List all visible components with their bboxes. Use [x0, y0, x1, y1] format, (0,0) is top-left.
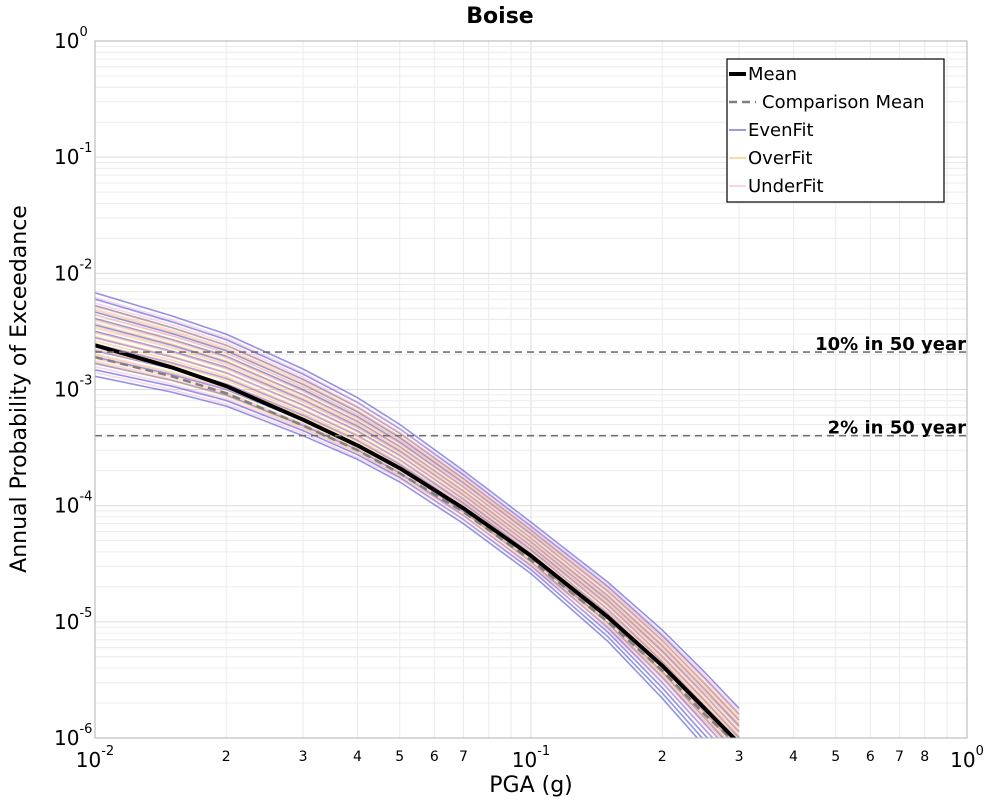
- series-line-evenfit: [95, 324, 740, 738]
- x-minor-tick-label: 6: [866, 749, 875, 765]
- series-line-overfit: [95, 361, 723, 738]
- series-line-overfit: [95, 327, 740, 731]
- x-minor-tick-label: 7: [459, 749, 468, 765]
- y-tick-label: 10-1: [54, 141, 92, 169]
- series-line-overfit: [95, 340, 739, 738]
- series-line-overfit: [95, 318, 740, 725]
- plot-frame: [94, 40, 968, 739]
- series-line-underfit: [95, 308, 740, 720]
- reference-line-label: 2% in 50 year: [828, 418, 966, 439]
- series-line-underfit: [95, 331, 740, 737]
- x-tick-label: 10-2: [76, 744, 114, 772]
- series-line-overfit: [95, 314, 740, 722]
- series-line-evenfit: [95, 369, 704, 738]
- series-line-mean: [95, 343, 737, 738]
- series-line-evenfit: [95, 330, 736, 738]
- legend-label: OverFit: [748, 148, 812, 169]
- series-line-overfit: [95, 331, 740, 735]
- series-line-underfit: [95, 319, 740, 728]
- y-tick-label: 10-5: [54, 606, 92, 634]
- y-tick-label: 10-4: [54, 490, 92, 518]
- reference-line-label: 10% in 50 year: [815, 334, 966, 355]
- series-line-underfit: [95, 325, 740, 732]
- series-line-underfit: [95, 365, 719, 738]
- legend-label: Mean: [748, 64, 797, 85]
- series-line-evenfit: [95, 298, 740, 715]
- series-line-underfit: [95, 302, 740, 716]
- x-minor-tick-label: 8: [920, 749, 929, 765]
- series-line-evenfit: [95, 362, 709, 738]
- x-axis-label: PGA (g): [489, 773, 573, 798]
- x-minor-tick-label: 3: [299, 749, 308, 765]
- series-line-overfit: [95, 305, 740, 715]
- y-tick-label: 10-2: [54, 257, 92, 285]
- series-line-evenfit: [95, 304, 740, 721]
- y-axis-ticks: 100 10-1 10-2 10-3 10-4 10-5 10-6: [54, 25, 92, 750]
- legend-box: [726, 58, 945, 203]
- y-tick-label: 10-3: [54, 374, 92, 402]
- y-tick-label: 100: [54, 25, 88, 53]
- x-tick-label: 10-1: [512, 744, 550, 772]
- x-minor-tick-label: 3: [735, 749, 744, 765]
- legend-label: Comparison Mean: [762, 92, 925, 113]
- legend-label: UnderFit: [748, 176, 824, 197]
- x-minor-tick-label: 4: [353, 749, 362, 765]
- chart-title: Boise: [466, 4, 533, 29]
- x-tick-label: 100: [950, 744, 984, 772]
- series-line-underfit: [95, 296, 740, 712]
- y-tick-label: 10-6: [54, 722, 92, 750]
- x-minor-tick-label: 2: [658, 749, 667, 765]
- series-line-overfit: [95, 309, 740, 719]
- series-layer: [95, 292, 740, 738]
- series-line-underfit: [95, 337, 739, 738]
- series-line-overfit: [95, 322, 740, 728]
- series-line-evenfit: [95, 292, 740, 709]
- x-minor-tick-label: 6: [430, 749, 439, 765]
- series-line-evenfit: [95, 375, 699, 738]
- x-minor-tick-label: 4: [789, 749, 798, 765]
- series-line-comparison-mean: [95, 355, 732, 738]
- x-minor-tick-label: 7: [895, 749, 904, 765]
- series-line-underfit: [95, 314, 740, 724]
- x-minor-tick-label: 5: [395, 749, 404, 765]
- x-minor-tick-label: 2: [222, 749, 231, 765]
- series-line-overfit: [95, 335, 740, 738]
- x-minor-tick-label: 5: [831, 749, 840, 765]
- y-axis-label: Annual Probability of Exceedance: [7, 205, 32, 573]
- legend: Mean Comparison Mean EvenFit OverFit UnderFi…: [726, 58, 945, 203]
- reference-lines: 10% in 50 year 2% in 50 year: [95, 334, 967, 439]
- series-line-evenfit: [95, 317, 740, 733]
- grid: [94, 41, 967, 739]
- series-line-underfit: [95, 371, 715, 738]
- legend-label: EvenFit: [748, 120, 814, 141]
- series-line-evenfit: [95, 311, 740, 727]
